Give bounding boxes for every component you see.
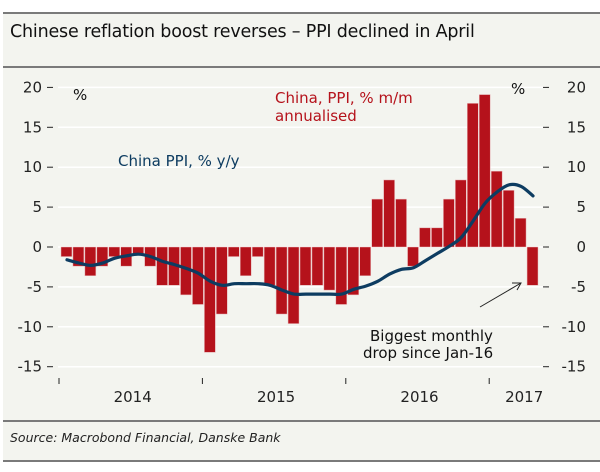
bar-2016-06 bbox=[407, 246, 419, 267]
y-tick-label-left: 0 bbox=[32, 238, 42, 256]
bar-2015-09 bbox=[299, 246, 312, 286]
y-tick-label-right: 5 bbox=[576, 198, 586, 216]
y-tick-label-left: 20 bbox=[23, 78, 42, 96]
left-unit-label: % bbox=[73, 86, 87, 104]
x-axis: 2014 2015 2016 2017 bbox=[58, 378, 543, 406]
bar-2015-04 bbox=[240, 246, 252, 276]
y-tick-label-left: 10 bbox=[23, 158, 42, 176]
bar-2015-11 bbox=[323, 246, 336, 291]
y-tick-label-left: -15 bbox=[18, 358, 43, 376]
y-tick-label-right: -15 bbox=[562, 358, 587, 376]
y-tick-label-right: 10 bbox=[567, 158, 586, 176]
bar-2015-02 bbox=[216, 246, 228, 315]
bar-2014-09 bbox=[156, 246, 168, 286]
line-series-ppi-yoy bbox=[65, 182, 535, 297]
annotation-arrow bbox=[479, 282, 522, 308]
legend-bar-series-line2: annualised bbox=[275, 107, 357, 125]
y-axis-right: 20 15 10 5 0 -5 -10 -15 bbox=[543, 78, 587, 376]
footer-rule bbox=[3, 420, 600, 422]
bar-2014-03 bbox=[84, 246, 97, 276]
bar-2017-03 bbox=[514, 218, 527, 248]
y-tick-label-right: -10 bbox=[562, 318, 587, 336]
bar-2015-12 bbox=[335, 246, 348, 305]
bar-2016-01 bbox=[347, 246, 359, 296]
bar-2014-05 bbox=[108, 246, 121, 257]
bar-2017-04 bbox=[526, 246, 539, 286]
x-tick-label-2017: 2017 bbox=[505, 388, 543, 406]
source-note: Source: Macrobond Financial, Danske Bank bbox=[10, 430, 281, 445]
bottom-rule bbox=[3, 460, 600, 462]
bar-2015-08 bbox=[287, 246, 300, 324]
bar-2017-01 bbox=[490, 170, 503, 248]
y-tick-label-right: 15 bbox=[567, 118, 586, 136]
y-tick-label-left: 5 bbox=[32, 198, 42, 216]
bar-2014-01 bbox=[60, 246, 73, 257]
top-rule bbox=[3, 12, 600, 14]
legend-line-series: China PPI, % y/y bbox=[118, 152, 240, 170]
bar-2015-05 bbox=[251, 246, 264, 257]
x-tick-label-2016: 2016 bbox=[400, 388, 438, 406]
bar-2015-10 bbox=[311, 246, 324, 286]
y-tick-label-right: -5 bbox=[571, 278, 586, 296]
bar-2014-04 bbox=[96, 246, 109, 267]
y-axis-left: 20 15 10 5 0 -5 -10 -15 bbox=[18, 78, 53, 376]
bar-2016-03 bbox=[371, 198, 383, 248]
bar-2017-02 bbox=[502, 190, 515, 248]
bar-2016-07 bbox=[419, 227, 431, 248]
bar-2016-09 bbox=[443, 198, 455, 248]
bar-2016-04 bbox=[383, 179, 395, 248]
bar-series bbox=[60, 94, 539, 353]
annotation-line1: Biggest monthly bbox=[370, 327, 493, 345]
bar-2016-02 bbox=[359, 246, 371, 276]
legend-bar-series-line1: China, PPI, % m/m bbox=[275, 89, 413, 107]
bar-2015-03 bbox=[228, 246, 240, 257]
y-tick-label-right: 0 bbox=[576, 238, 586, 256]
bar-2015-07 bbox=[275, 246, 288, 315]
bar-2016-11 bbox=[467, 103, 479, 248]
annotation-line2: drop since Jan-16 bbox=[363, 344, 493, 362]
x-tick-label-2014: 2014 bbox=[114, 388, 152, 406]
bar-2016-10 bbox=[455, 179, 467, 248]
bar-2016-05 bbox=[395, 198, 407, 248]
title-rule bbox=[3, 66, 600, 68]
x-tick-label-2015: 2015 bbox=[257, 388, 295, 406]
y-tick-label-left: 15 bbox=[23, 118, 42, 136]
bar-2016-12 bbox=[479, 94, 491, 248]
y-tick-label-left: -5 bbox=[27, 278, 42, 296]
bar-2015-01 bbox=[204, 246, 216, 353]
right-unit-label: % bbox=[511, 80, 525, 98]
bar-2015-06 bbox=[263, 246, 276, 286]
y-tick-label-left: -10 bbox=[18, 318, 43, 336]
y-tick-label-right: 20 bbox=[567, 78, 586, 96]
chart-title: Chinese reflation boost reverses – PPI d… bbox=[10, 22, 475, 42]
bar-2016-08 bbox=[431, 227, 443, 248]
bar-2014-02 bbox=[72, 246, 85, 267]
